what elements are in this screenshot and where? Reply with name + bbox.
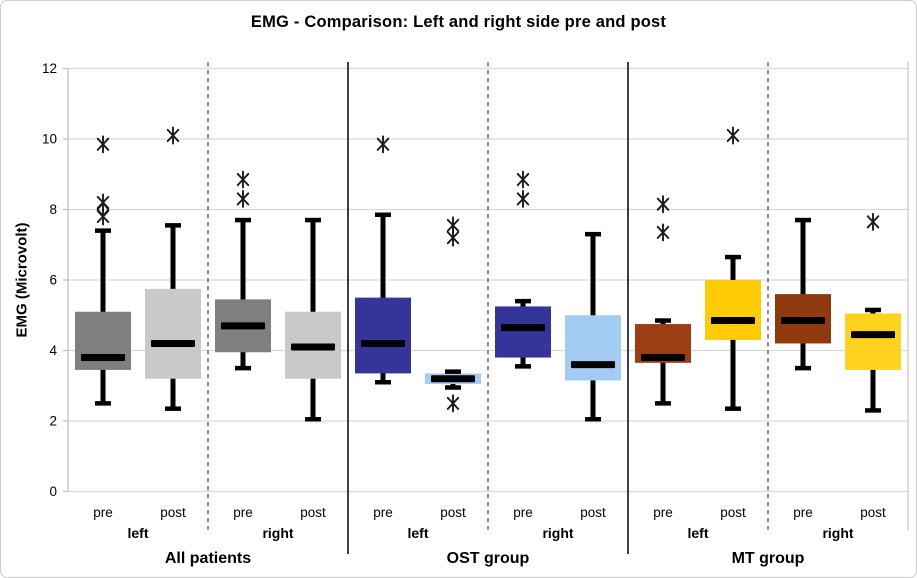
y-tick-label: 2	[49, 414, 57, 429]
outlier-asterisk-marker	[446, 394, 460, 413]
outlier-asterisk-marker	[656, 223, 670, 242]
outlier-asterisk-marker	[516, 170, 530, 189]
condition-label: pre	[93, 505, 113, 520]
box	[845, 313, 901, 370]
median-line	[571, 361, 615, 369]
side-label: left	[408, 525, 429, 541]
box	[75, 311, 131, 370]
side-label: right	[262, 525, 293, 541]
condition-label: pre	[373, 505, 393, 520]
side-label: right	[542, 525, 573, 541]
condition-label: pre	[793, 505, 813, 520]
box	[565, 315, 621, 381]
median-line	[221, 322, 265, 330]
y-tick-label: 4	[49, 343, 57, 358]
outlier-asterisk-marker	[96, 193, 110, 212]
group-label: OST group	[447, 550, 530, 567]
box	[705, 280, 761, 340]
group-label: MT group	[732, 550, 805, 567]
outlier-asterisk-marker	[446, 216, 460, 235]
side-label: right	[822, 525, 853, 541]
y-tick-label: 10	[42, 132, 57, 147]
y-tick-label: 8	[49, 202, 57, 217]
side-label: left	[128, 525, 149, 541]
median-line	[81, 354, 125, 362]
median-line	[711, 317, 755, 325]
y-tick-label: 12	[42, 61, 57, 76]
box	[495, 306, 551, 358]
box	[145, 288, 201, 379]
condition-label: post	[860, 505, 886, 520]
median-line	[781, 317, 825, 325]
median-line	[641, 354, 685, 362]
condition-label: post	[300, 505, 326, 520]
condition-label: pre	[653, 505, 673, 520]
median-line	[291, 343, 335, 351]
median-line	[151, 339, 195, 347]
median-line	[361, 339, 405, 347]
outlier-asterisk-marker	[656, 195, 670, 214]
median-line	[431, 375, 475, 383]
condition-label: pre	[233, 505, 253, 520]
side-label: left	[688, 525, 709, 541]
condition-label: post	[160, 505, 186, 520]
median-line	[851, 331, 895, 339]
outlier-asterisk-marker	[166, 126, 180, 145]
condition-label: post	[440, 505, 466, 520]
y-tick-label: 6	[49, 273, 57, 288]
group-label: All patients	[165, 550, 251, 567]
outlier-asterisk-marker	[236, 189, 250, 208]
outlier-asterisk-marker	[866, 212, 880, 231]
condition-label: post	[720, 505, 746, 520]
condition-label: post	[580, 505, 606, 520]
condition-label: pre	[513, 505, 533, 520]
outlier-asterisk-marker	[96, 135, 110, 154]
outlier-asterisk-marker	[236, 170, 250, 189]
outlier-asterisk-marker	[376, 135, 390, 154]
y-tick-label: 0	[49, 484, 57, 499]
outlier-asterisk-marker	[516, 189, 530, 208]
outlier-asterisk-marker	[726, 126, 740, 145]
box	[355, 297, 411, 374]
median-line	[501, 324, 545, 332]
chart-title: EMG - Comparison: Left and right side pr…	[250, 13, 667, 31]
